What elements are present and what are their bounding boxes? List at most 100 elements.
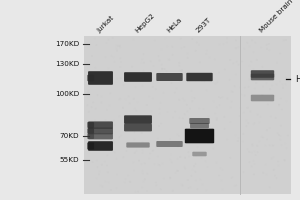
Point bbox=[247, 150, 252, 153]
Point bbox=[115, 49, 119, 52]
Point bbox=[173, 110, 178, 113]
Point bbox=[110, 82, 114, 85]
Point bbox=[154, 145, 158, 148]
Point bbox=[100, 46, 105, 50]
Point bbox=[273, 72, 278, 76]
Point bbox=[190, 168, 195, 171]
Point bbox=[264, 43, 269, 47]
Point bbox=[260, 93, 265, 97]
FancyBboxPatch shape bbox=[124, 115, 152, 124]
Point bbox=[183, 167, 188, 170]
Point bbox=[170, 189, 175, 192]
Point bbox=[121, 106, 125, 109]
Point bbox=[134, 109, 139, 112]
Point bbox=[139, 61, 144, 64]
Point bbox=[253, 87, 257, 90]
Point bbox=[132, 107, 137, 110]
Point bbox=[184, 103, 189, 107]
Point bbox=[97, 173, 101, 176]
Point bbox=[89, 106, 94, 109]
Text: Mouse brain: Mouse brain bbox=[258, 0, 294, 34]
Text: Jurkat: Jurkat bbox=[96, 15, 116, 34]
Point bbox=[117, 136, 122, 139]
Point bbox=[176, 145, 180, 148]
Point bbox=[266, 42, 271, 46]
Point bbox=[186, 151, 191, 154]
Point bbox=[284, 38, 288, 42]
Point bbox=[183, 156, 188, 159]
Point bbox=[146, 73, 151, 77]
Point bbox=[204, 189, 209, 192]
Point bbox=[210, 140, 215, 143]
FancyBboxPatch shape bbox=[87, 142, 94, 150]
Point bbox=[225, 138, 230, 141]
Point bbox=[133, 125, 138, 128]
Point bbox=[112, 124, 116, 127]
Point bbox=[275, 132, 280, 135]
Point bbox=[140, 149, 145, 152]
Point bbox=[257, 140, 262, 143]
Point bbox=[221, 42, 226, 46]
Point bbox=[231, 62, 236, 65]
Point bbox=[275, 121, 280, 125]
Point bbox=[93, 66, 98, 70]
Point bbox=[276, 160, 280, 163]
Point bbox=[278, 124, 283, 127]
Point bbox=[175, 169, 179, 172]
Point bbox=[131, 38, 136, 41]
Point bbox=[162, 67, 167, 71]
Point bbox=[246, 121, 251, 125]
Point bbox=[147, 157, 152, 160]
Point bbox=[151, 149, 155, 152]
Point bbox=[224, 41, 229, 44]
Point bbox=[251, 67, 256, 71]
Point bbox=[247, 78, 252, 81]
Point bbox=[160, 162, 165, 165]
Point bbox=[245, 148, 250, 151]
Point bbox=[118, 46, 122, 49]
Point bbox=[270, 144, 275, 147]
Point bbox=[98, 158, 103, 162]
Point bbox=[205, 165, 210, 169]
Point bbox=[140, 58, 145, 61]
Point bbox=[89, 120, 94, 123]
Point bbox=[160, 68, 165, 71]
Point bbox=[215, 80, 220, 83]
Point bbox=[185, 52, 190, 55]
Point bbox=[180, 97, 185, 100]
Point bbox=[104, 112, 109, 115]
Point bbox=[194, 41, 199, 44]
Point bbox=[141, 69, 146, 72]
Point bbox=[190, 132, 195, 135]
Point bbox=[185, 110, 190, 113]
Point bbox=[135, 73, 140, 76]
Point bbox=[277, 103, 281, 106]
Point bbox=[182, 165, 187, 168]
Point bbox=[212, 58, 217, 61]
Point bbox=[157, 59, 162, 62]
Point bbox=[251, 71, 256, 74]
Point bbox=[111, 141, 116, 145]
Point bbox=[179, 183, 184, 186]
Point bbox=[278, 80, 282, 83]
Point bbox=[86, 78, 91, 82]
Point bbox=[230, 90, 235, 94]
Point bbox=[223, 68, 227, 71]
Point bbox=[142, 162, 147, 165]
Point bbox=[250, 39, 254, 42]
Point bbox=[156, 71, 161, 74]
Point bbox=[123, 177, 128, 181]
Point bbox=[200, 79, 205, 82]
Point bbox=[154, 181, 158, 184]
Point bbox=[233, 46, 238, 50]
Point bbox=[278, 52, 283, 55]
Point bbox=[279, 144, 284, 147]
Point bbox=[123, 98, 128, 101]
Point bbox=[241, 171, 246, 174]
Point bbox=[145, 103, 149, 107]
Point bbox=[265, 129, 269, 132]
Point bbox=[207, 124, 212, 128]
Point bbox=[264, 90, 269, 93]
Point bbox=[185, 178, 190, 182]
Point bbox=[232, 85, 237, 88]
